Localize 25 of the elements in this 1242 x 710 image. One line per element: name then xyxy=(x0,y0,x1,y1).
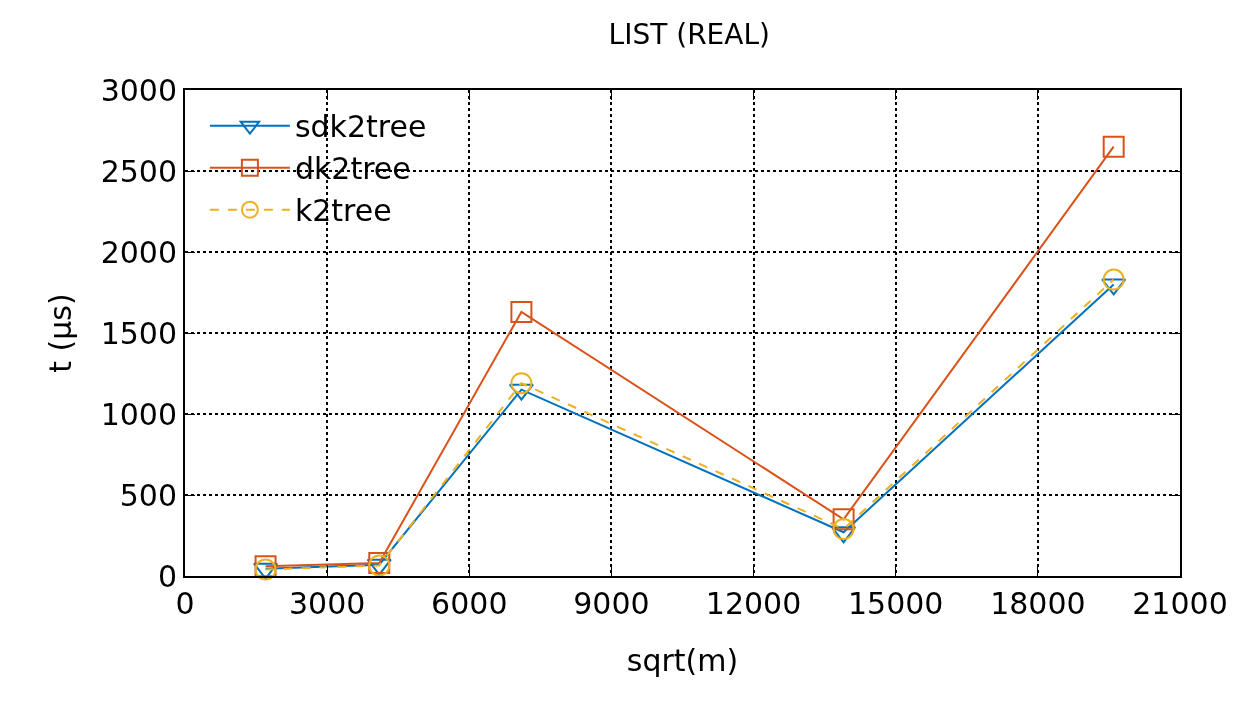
x-tick-label: 6000 xyxy=(431,586,508,621)
chart-title: LIST (REAL) xyxy=(608,18,771,52)
point xyxy=(510,300,533,323)
y-axis-title: t (µs) xyxy=(43,293,79,373)
point xyxy=(1102,268,1125,291)
y-tick-label: 2500 xyxy=(100,153,177,189)
x-tick-label: 15000 xyxy=(847,586,944,621)
x-tick-label: 18000 xyxy=(990,586,1086,621)
y-tick-label: 500 xyxy=(119,477,177,513)
point xyxy=(510,372,533,395)
legend-label: sdk2tree xyxy=(294,109,427,145)
x-axis-title: sqrt(m) xyxy=(626,643,739,678)
y-tick-label: 3000 xyxy=(100,72,177,108)
y-tick-label: 2000 xyxy=(100,234,177,270)
legend-label: k2tree xyxy=(294,193,392,229)
x-tick-label: 21000 xyxy=(1132,586,1228,621)
y-tick-label: 1500 xyxy=(100,315,177,351)
x-tick-label: 12000 xyxy=(705,586,802,621)
x-tick-label: 3000 xyxy=(288,586,366,621)
point xyxy=(832,508,855,531)
point xyxy=(1102,135,1125,158)
y-tick-label: 0 xyxy=(157,558,177,594)
point xyxy=(832,518,855,541)
x-tick-label: 9000 xyxy=(573,586,650,621)
y-tick-label: 1000 xyxy=(100,396,177,432)
